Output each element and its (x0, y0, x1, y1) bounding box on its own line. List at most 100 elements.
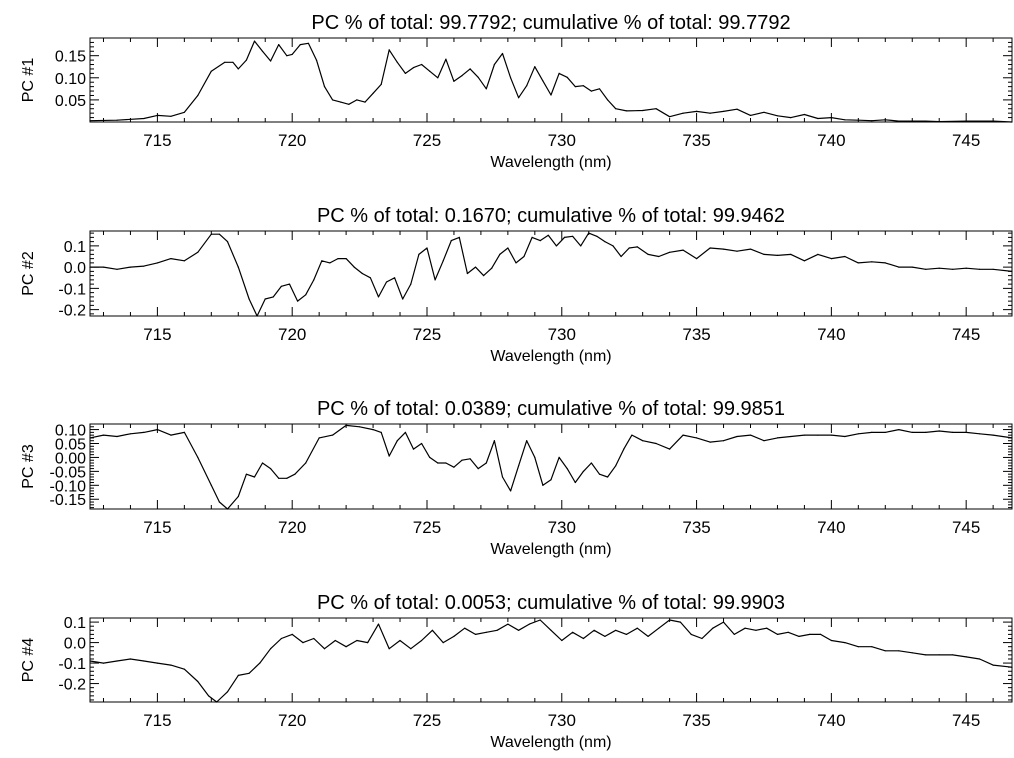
data-point (701, 637, 703, 640)
data-point (288, 283, 291, 285)
data-point (218, 233, 220, 235)
x-tick-label: 730 (548, 131, 576, 150)
data-point (183, 111, 185, 113)
data-point (450, 240, 452, 242)
data-point (790, 117, 792, 119)
data-point (588, 232, 590, 234)
data-point (871, 431, 873, 433)
data-point (830, 258, 833, 260)
data-point (965, 120, 967, 122)
data-point (749, 114, 752, 116)
data-point (445, 58, 447, 60)
x-axis-label: Wavelength (nm) (490, 541, 611, 558)
data-point (1011, 666, 1013, 668)
y-axis-label: PC #2 (20, 251, 37, 296)
data-point (830, 117, 833, 119)
data-point (129, 433, 131, 435)
data-point (253, 476, 256, 478)
data-point (518, 465, 520, 467)
data-point (598, 88, 601, 90)
data-point (197, 251, 199, 253)
data-point (237, 68, 239, 70)
pc-4-series-line (89, 619, 1013, 703)
pc-2-series-line (90, 232, 1013, 317)
data-point (628, 247, 630, 249)
data-point (518, 629, 520, 631)
y-tick-label: 0.05 (55, 437, 86, 454)
plot-frame (89, 617, 1013, 703)
y-tick-label: 0.0 (64, 260, 86, 277)
x-tick-label: 715 (143, 325, 171, 344)
data-point (226, 241, 229, 243)
data-point (925, 654, 927, 656)
data-point (749, 434, 752, 436)
x-tick-label: 725 (413, 711, 441, 730)
data-point (332, 99, 334, 101)
data-point (938, 121, 940, 123)
data-point (911, 431, 913, 433)
data-point (437, 77, 439, 79)
data-point (348, 103, 350, 105)
x-tick-label: 735 (682, 518, 710, 537)
data-point (844, 255, 846, 258)
data-point (89, 266, 91, 268)
data-point (938, 654, 940, 656)
data-point (399, 639, 401, 642)
data-point (798, 635, 800, 638)
data-point (830, 434, 833, 436)
data-point (237, 495, 239, 498)
data-point (307, 42, 309, 44)
data-point (356, 99, 358, 101)
data-point (776, 115, 779, 117)
data-point (615, 465, 617, 467)
data-point (898, 429, 900, 431)
y-tick-label: -0.05 (50, 464, 87, 481)
data-point (261, 50, 264, 52)
data-point (364, 101, 366, 103)
data-point (302, 642, 304, 644)
data-point (952, 431, 954, 433)
data-point (501, 52, 504, 55)
data-point (396, 440, 398, 442)
data-point (402, 298, 404, 300)
data-point (669, 116, 671, 118)
data-point (116, 119, 118, 121)
data-point (469, 68, 471, 70)
x-tick-label: 740 (817, 518, 845, 537)
data-point (237, 266, 239, 268)
data-point (884, 262, 886, 264)
data-point (259, 662, 261, 664)
x-axis-label: Wavelength (nm) (490, 154, 611, 171)
data-point (938, 430, 940, 432)
data-point (232, 61, 234, 63)
data-point (598, 473, 601, 475)
data-point (442, 260, 444, 262)
data-point (278, 477, 280, 479)
data-point (477, 468, 479, 470)
data-point (518, 97, 520, 99)
data-point (709, 112, 711, 114)
data-point (574, 86, 576, 88)
x-tick-label: 725 (413, 325, 441, 344)
y-tick-label: -0.10 (50, 478, 87, 495)
data-point (501, 476, 504, 478)
data-point (582, 85, 585, 87)
pc-panel-1: PC % of total: 99.7792; cumulative % of … (20, 12, 1013, 171)
data-point (361, 272, 363, 275)
data-point (469, 458, 471, 460)
data-point (722, 621, 725, 623)
data-point (248, 298, 250, 300)
data-point (1011, 270, 1013, 272)
data-point (208, 695, 210, 697)
data-point (280, 285, 282, 287)
data-point (499, 253, 501, 255)
data-point (547, 234, 549, 236)
data-point (550, 629, 552, 631)
data-point (116, 660, 118, 662)
data-point (938, 267, 940, 269)
plot-frame (89, 423, 1013, 510)
data-point (965, 431, 967, 433)
x-tick-label: 735 (682, 711, 710, 730)
data-point (820, 633, 822, 636)
data-point (871, 261, 873, 263)
